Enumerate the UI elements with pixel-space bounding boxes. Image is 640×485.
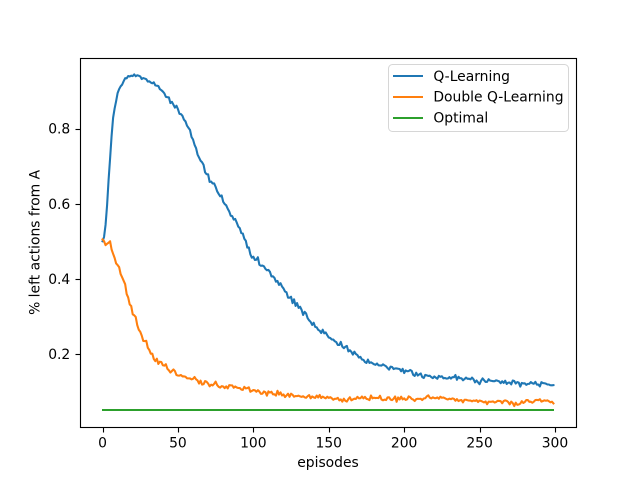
y-tick-label: 0.4 xyxy=(48,272,70,288)
q-learning-line xyxy=(101,73,555,388)
x-tick-label: 250 xyxy=(466,436,492,452)
y-tick-label: 0.8 xyxy=(48,122,70,138)
x-axis-label: episodes xyxy=(297,455,359,471)
legend: Q-Learning Double Q-Learning Optimal xyxy=(388,64,569,132)
x-tick-label: 100 xyxy=(240,436,266,452)
x-tick-label: 300 xyxy=(542,436,568,452)
y-axis-label: % left actions from A xyxy=(27,169,43,315)
y-axis: 0.2 0.4 0.6 0.8 xyxy=(48,122,81,363)
x-tick-label: 150 xyxy=(316,436,342,452)
x-tick-label: 50 xyxy=(169,436,187,452)
axes-frame xyxy=(79,57,578,429)
legend-label-optimal: Optimal xyxy=(433,111,488,127)
y-tick-label: 0.2 xyxy=(48,347,70,363)
series-lines xyxy=(101,73,555,412)
legend-label-q-learning: Q-Learning xyxy=(433,69,510,85)
x-axis: 0 50 100 150 200 250 300 xyxy=(98,427,568,452)
double-q-learning-line xyxy=(101,237,555,408)
legend-label-double-q-learning: Double Q-Learning xyxy=(433,90,563,106)
x-tick-label: 0 xyxy=(98,436,107,452)
x-tick-label: 200 xyxy=(391,436,417,452)
legend-frame xyxy=(388,64,569,132)
y-tick-label: 0.6 xyxy=(48,197,70,213)
